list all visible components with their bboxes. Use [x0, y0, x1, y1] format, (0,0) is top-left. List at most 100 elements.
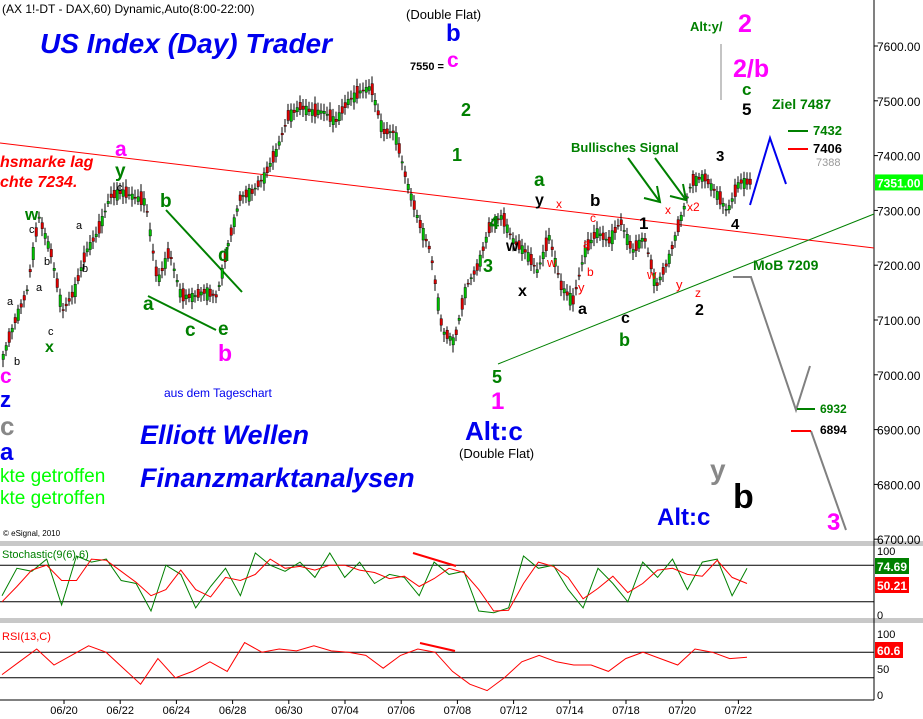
rsi-tick: 50: [877, 664, 889, 676]
wave-annotation: 3: [716, 148, 725, 165]
candle-body: [490, 223, 494, 226]
candle-body: [352, 92, 356, 103]
wave-annotation: b: [733, 478, 754, 516]
wave-annotation: x: [45, 339, 54, 356]
candle-body: [244, 189, 248, 198]
candle-body: [580, 262, 584, 265]
wave-annotation: MoB 7209: [753, 257, 819, 273]
wave-annotation: z: [695, 286, 701, 300]
candle-body: [718, 191, 722, 205]
x-tick-label: 07/08: [444, 705, 472, 717]
candle-body: [625, 233, 629, 245]
y-tick-label: 6800.00: [877, 478, 921, 492]
x-tick-label: 07/12: [500, 705, 528, 717]
wave-annotation: c: [185, 320, 196, 341]
candle-body: [556, 273, 560, 275]
wave-annotation: b: [160, 191, 172, 212]
panel-separator: [0, 618, 923, 623]
candle-body: [160, 267, 164, 272]
candle-body: [16, 308, 20, 321]
wave-annotation: x: [556, 197, 562, 211]
candle-body: [586, 239, 590, 251]
candle-body: [595, 228, 599, 238]
stochastic-divergence-line: [412, 552, 457, 567]
y-tick-label: 6700.00: [877, 533, 921, 547]
last-price-label: 7351.00: [877, 176, 921, 190]
wave-annotation: Alt:c: [657, 504, 711, 531]
support-trendline: [497, 213, 875, 365]
candle-body: [631, 249, 635, 253]
x-tick-label: 06/30: [275, 705, 303, 717]
wave-annotation: w: [25, 205, 39, 224]
candle-body: [217, 285, 221, 287]
wave-annotation: c: [0, 365, 12, 388]
candle-body: [445, 329, 449, 339]
candle-body: [292, 109, 296, 113]
bullish-signal-arrow: [654, 157, 687, 201]
wave-annotation: 4: [489, 213, 500, 233]
candle-body: [538, 262, 542, 265]
last-price-box: [875, 174, 923, 191]
candle-body: [196, 288, 200, 298]
stochastic-d-line: [1, 558, 748, 612]
candle-body: [124, 186, 128, 198]
candle-body: [619, 219, 623, 225]
wave-annotation: c: [621, 310, 630, 327]
wave-annotation: a: [534, 170, 545, 191]
candle-body: [235, 208, 239, 212]
wave-annotation: c: [742, 80, 752, 99]
wave-annotation: b: [218, 340, 233, 366]
candle-body: [250, 188, 254, 194]
candle-body: [661, 267, 665, 275]
candle-body: [529, 254, 533, 265]
candle-body: [643, 238, 647, 242]
y-tick-label: 7500.00: [877, 95, 921, 109]
candle-body: [364, 87, 368, 93]
panel-separator: [0, 541, 923, 546]
candle-body: [31, 247, 35, 260]
x-tick-label: 07/22: [725, 705, 753, 717]
candle-body: [430, 260, 434, 264]
wave-annotation: c: [117, 182, 123, 194]
candle-body: [670, 245, 674, 250]
wave-annotation: kte getroffen: [0, 466, 106, 487]
candle-body: [628, 241, 632, 249]
candle-body: [67, 298, 71, 302]
candle-body: [166, 248, 170, 259]
candle-body: [313, 103, 317, 117]
wave-annotation: y: [535, 192, 544, 209]
stochastic-k-line: [1, 552, 748, 614]
wave-annotation: e: [218, 319, 229, 340]
candle-body: [598, 233, 602, 236]
candle-body: [691, 174, 695, 186]
candle-body: [592, 232, 596, 239]
wave-annotation: Alt:y/: [690, 19, 723, 34]
candle-body: [187, 293, 191, 299]
rsi-tick: 0: [877, 690, 883, 702]
candle-body: [229, 227, 233, 236]
wave-annotation: 2: [738, 10, 752, 38]
candle-body: [256, 180, 260, 187]
candle-body: [112, 190, 116, 199]
stochastic-tick: 100: [877, 546, 895, 558]
candle-body: [472, 270, 476, 275]
candle-body: [505, 224, 509, 233]
wave-annotation: y: [115, 161, 126, 182]
stochastic-tick: 0: [877, 610, 883, 622]
triangle-upper-line: [165, 209, 243, 293]
wave-annotation: a: [115, 138, 127, 161]
candle-body: [334, 119, 338, 122]
candle-body: [4, 345, 8, 351]
candle-body: [241, 195, 245, 197]
wave-annotation: b: [446, 20, 461, 47]
candle-body: [730, 198, 734, 202]
candle-body: [7, 331, 11, 343]
candle-body: [745, 178, 749, 185]
wave-annotation: b: [587, 265, 594, 279]
candle-body: [10, 327, 14, 333]
candle-body: [571, 295, 575, 305]
candle-body: [373, 100, 377, 106]
candle-body: [742, 178, 746, 189]
candle-body: [304, 105, 308, 116]
